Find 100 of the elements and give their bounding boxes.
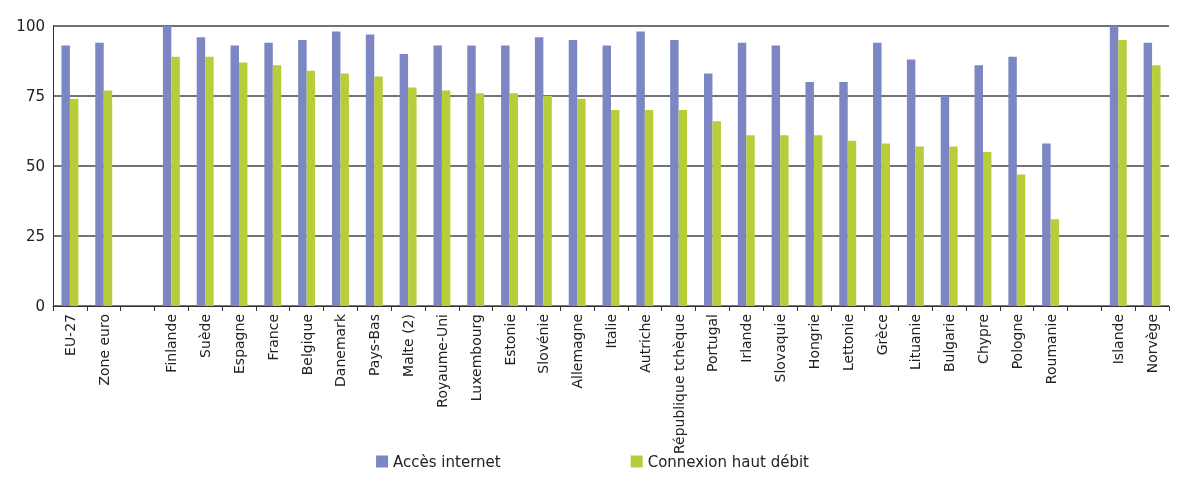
x-tick-label: Finlande: [163, 314, 180, 373]
bar: [940, 96, 950, 306]
bar: [239, 62, 248, 306]
x-tick-label: Chypre: [975, 314, 991, 364]
x-tick-label: Malte (2): [400, 314, 417, 377]
x-tick-label: Espagne: [231, 314, 247, 374]
bar: [365, 34, 375, 306]
bar: [196, 37, 206, 306]
bar: [906, 59, 916, 306]
bar: [805, 82, 814, 306]
bar: [433, 45, 442, 306]
x-tick-label: Slovaquie: [772, 314, 789, 383]
bar: [1118, 40, 1127, 306]
bar: [678, 110, 688, 306]
bar: [771, 45, 781, 306]
bar: [1109, 26, 1119, 306]
bar: [171, 56, 180, 306]
bar: [543, 96, 552, 306]
bar: [332, 31, 341, 306]
bar: [881, 143, 890, 306]
bar: [839, 82, 848, 306]
bar: [95, 42, 104, 306]
x-tick-label: Royaume-Uni: [433, 314, 450, 408]
y-tick-label: 100: [16, 17, 45, 35]
x-tick-label: Estonie: [501, 314, 518, 366]
bar: [306, 70, 316, 306]
bar: [509, 93, 518, 306]
x-tick-label: Hongrie: [805, 314, 822, 370]
bar: [1016, 174, 1026, 306]
x-tick-label: Zone euro: [95, 314, 112, 386]
x-tick-label: Belgique: [298, 314, 315, 376]
x-tick-label: France: [264, 314, 281, 361]
bar: [847, 140, 857, 306]
y-tick-label: 75: [25, 87, 45, 105]
x-tick-label: Pologne: [1008, 314, 1025, 370]
bar: [408, 87, 417, 306]
x-tick-label: Norvège: [1144, 314, 1161, 374]
x-tick-label: Allemagne: [569, 314, 586, 389]
bar: [712, 121, 721, 306]
bar: [264, 42, 273, 306]
bar: [374, 76, 383, 306]
x-tick-label: Danemark: [332, 313, 349, 387]
bar: [467, 45, 476, 306]
bar: [915, 146, 924, 306]
bar: [162, 26, 172, 306]
bar: [69, 98, 79, 306]
bar: [1042, 143, 1051, 306]
bar: [983, 152, 992, 306]
bar: [340, 73, 349, 306]
x-tick-label: Portugal: [704, 314, 721, 372]
bar: [272, 65, 282, 306]
bar: [1143, 42, 1153, 306]
x-tick-label: Autriche: [636, 314, 653, 373]
bar: [103, 90, 113, 306]
x-tick-label: Pays-Bas: [366, 314, 383, 377]
bar: [813, 135, 823, 306]
y-tick-label: 50: [25, 157, 45, 175]
bar: [974, 65, 983, 306]
bar: [780, 135, 789, 306]
bar: [534, 37, 544, 306]
legend-label: Accès internet: [393, 452, 501, 471]
bar: [61, 45, 70, 306]
bar: [611, 110, 620, 306]
bar: [670, 40, 679, 306]
x-tick-label: République tchèque: [670, 314, 687, 455]
bar: [441, 90, 451, 306]
bar: [205, 56, 214, 306]
x-tick-label: Roumanie: [1042, 314, 1059, 385]
bar: [568, 40, 578, 306]
bar: [644, 110, 654, 306]
bar: [577, 98, 586, 306]
x-tick-label: Luxembourg: [467, 314, 484, 402]
bar: [501, 45, 510, 306]
bar: [1050, 219, 1060, 306]
bar: [1152, 65, 1161, 306]
x-tick-label: Lettonie: [839, 314, 856, 372]
x-tick-label: Slovénie: [535, 314, 552, 374]
bar: [230, 45, 239, 306]
bar: [399, 54, 409, 306]
bar: [704, 73, 713, 306]
x-tick-label: EU-27: [61, 314, 78, 356]
bar: [949, 146, 958, 306]
y-tick-label: 25: [25, 227, 45, 245]
bar: [746, 135, 755, 306]
x-tick-label: Italie: [603, 314, 619, 349]
x-tick-label: Islande: [1110, 314, 1127, 365]
x-tick-label: Suède: [197, 314, 214, 358]
x-tick-label: Irlande: [738, 314, 755, 363]
bar: [873, 42, 882, 306]
x-tick-label: Bulgarie: [941, 314, 958, 373]
bar: [298, 40, 307, 306]
legend-label: Connexion haut débit: [647, 452, 810, 471]
y-tick-label: 0: [35, 297, 45, 315]
x-tick-label: Lituanie: [907, 314, 924, 371]
bar: [636, 31, 645, 306]
bar: [475, 93, 485, 306]
bar: [737, 42, 747, 306]
x-tick-label: Grèce: [873, 314, 890, 356]
bar: [602, 45, 611, 306]
bar: [1008, 56, 1017, 306]
